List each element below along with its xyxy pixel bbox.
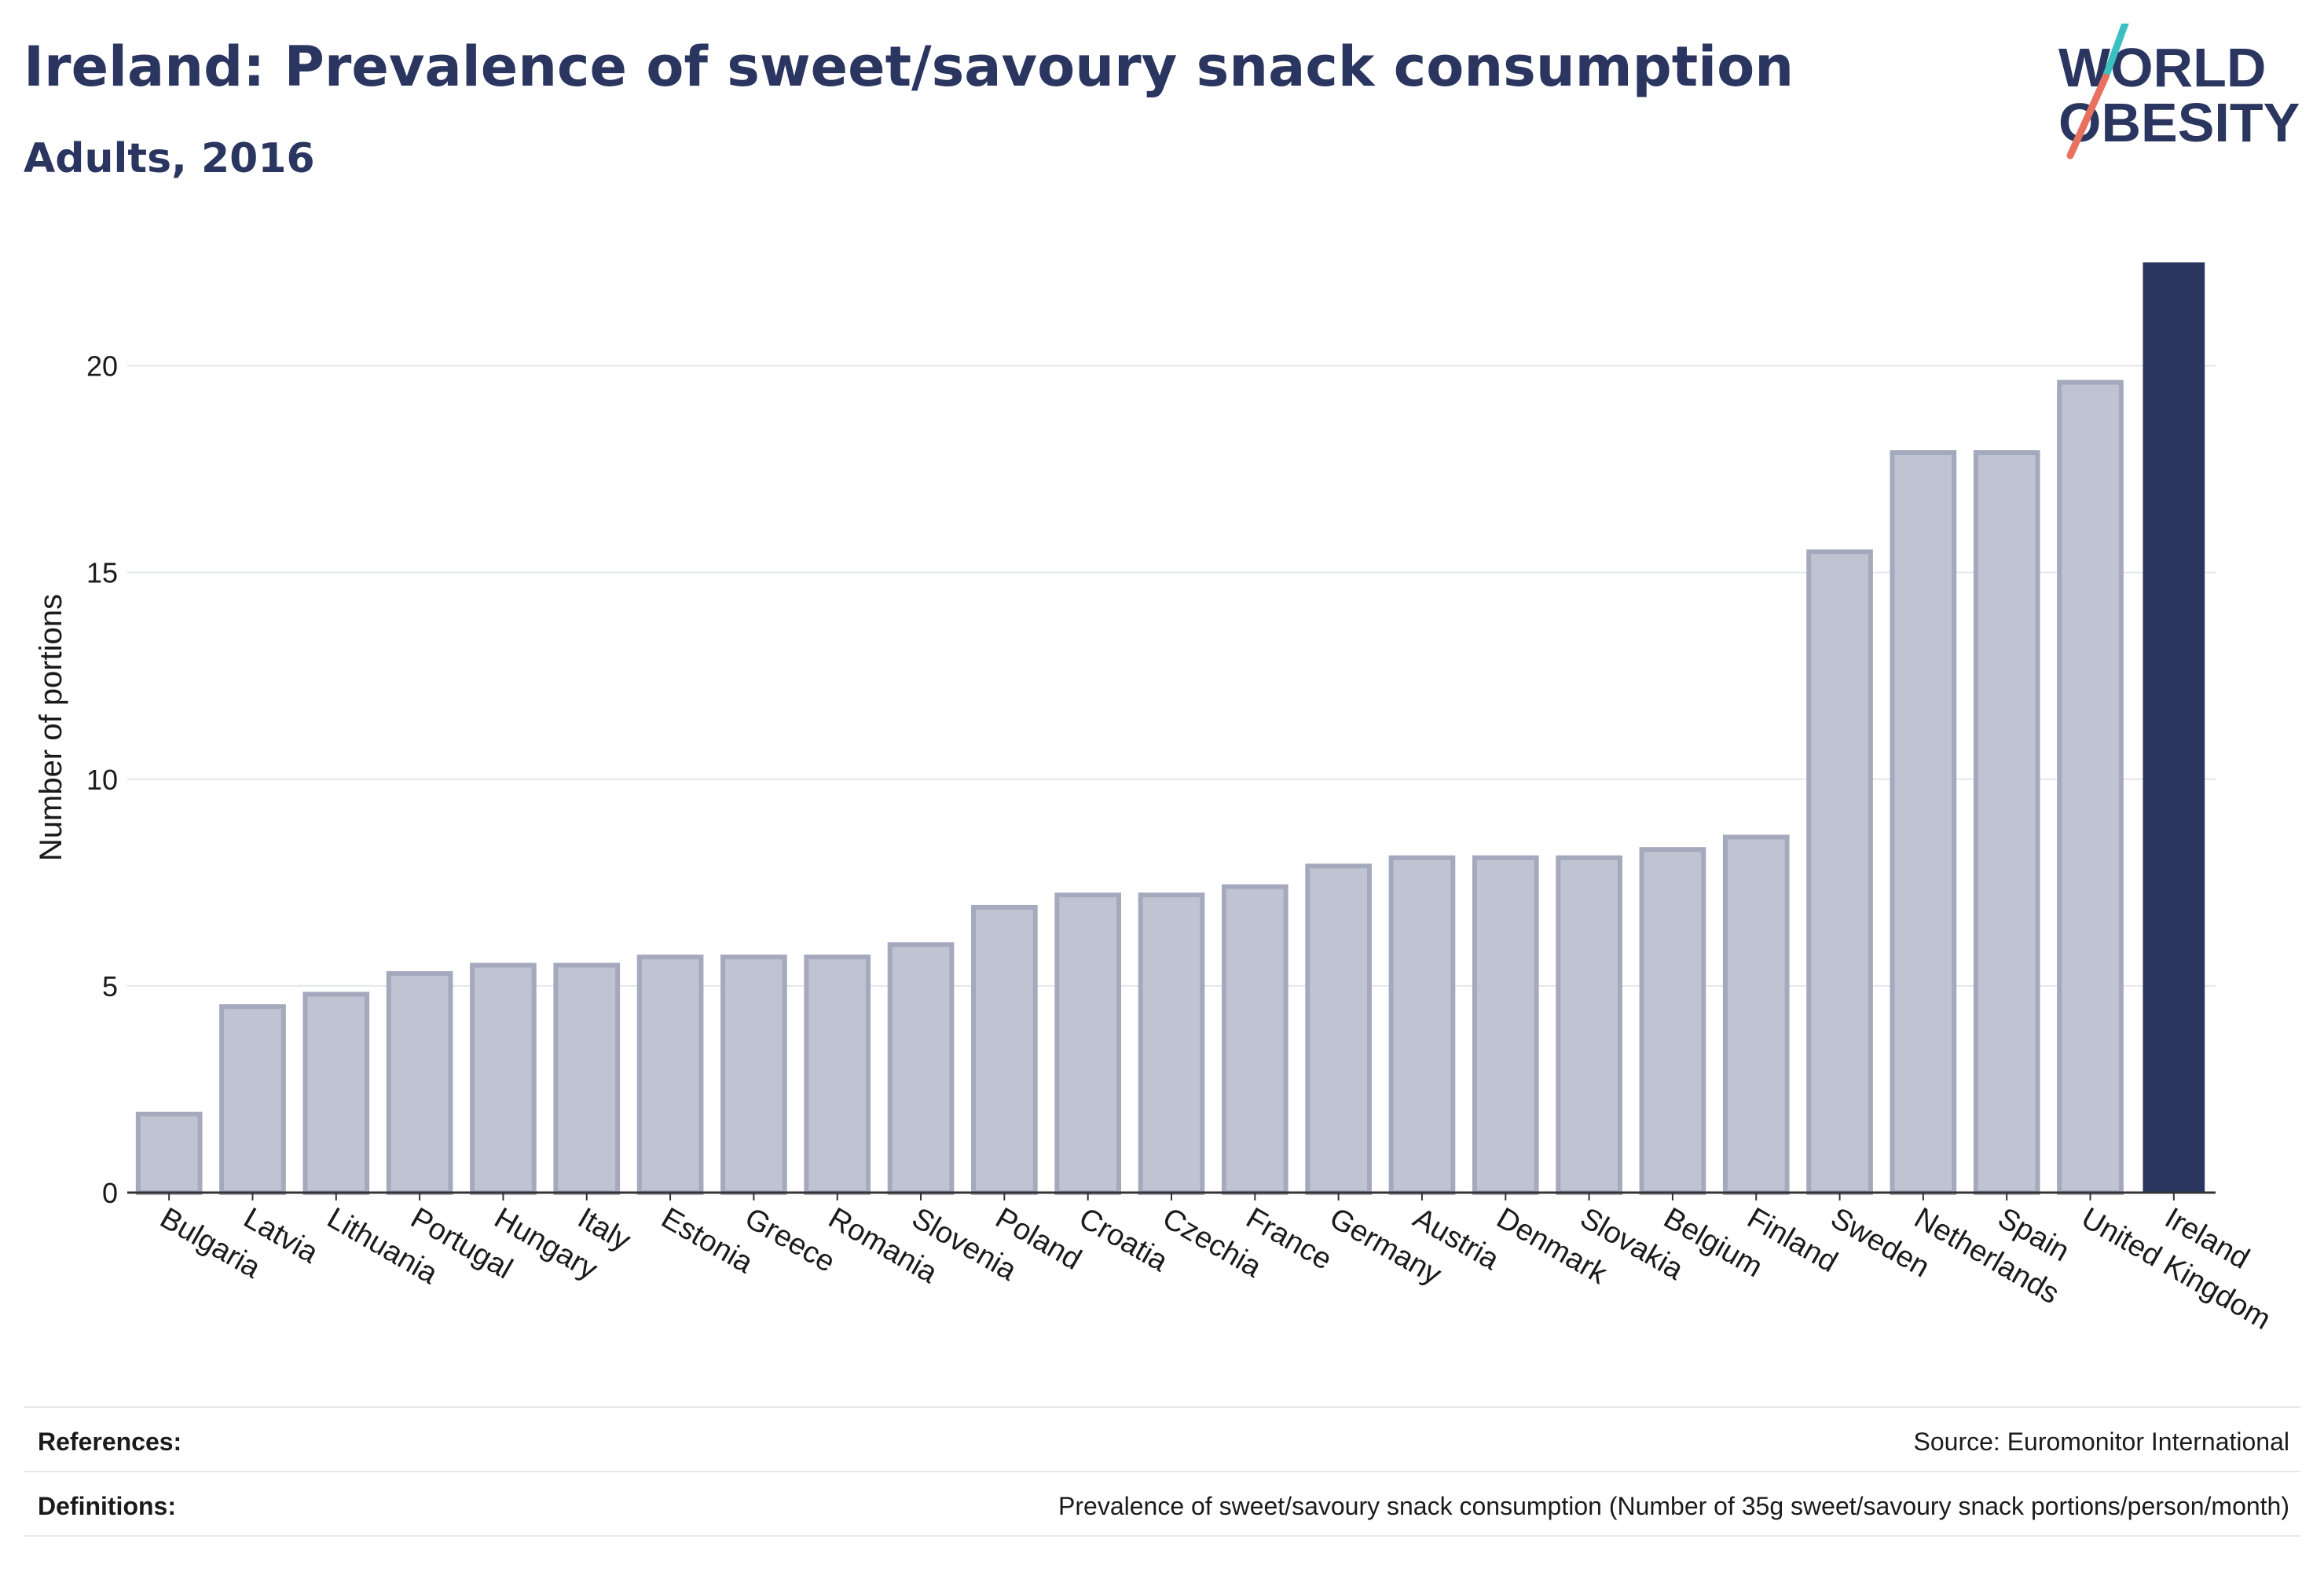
bar-croatia	[1054, 892, 1122, 1195]
bar-portugal	[386, 971, 453, 1195]
y-axis-title: Number of portions	[34, 594, 68, 861]
bar-lithuania	[302, 991, 370, 1195]
bar-bulgaria	[135, 1112, 203, 1196]
world-obesity-logo: WORLD OBESITY	[2058, 24, 2300, 159]
bar-poland	[971, 904, 1038, 1195]
bar-belgium	[1639, 847, 1706, 1196]
y-tick-label: 10	[86, 764, 118, 796]
bar-france	[1221, 884, 1288, 1196]
bar-estonia	[636, 955, 704, 1195]
bar-spain	[1973, 450, 2040, 1195]
y-tick-label: 15	[86, 557, 118, 589]
bar-hungary	[470, 962, 537, 1195]
y-tick-label: 5	[102, 970, 118, 1002]
references-row: References: Source: Euromonitor Internat…	[24, 1410, 2300, 1473]
references-label: References:	[38, 1428, 182, 1456]
bar-finland	[1722, 834, 1790, 1195]
chart-subtitle: Adults, 2016	[24, 135, 315, 182]
bar-denmark	[1472, 855, 1539, 1195]
bar-czechia	[1138, 892, 1205, 1195]
chart-title: Ireland: Prevalence of sweet/savoury sna…	[24, 35, 1794, 99]
footer-divider-middle	[24, 1471, 2300, 1472]
bar-slovenia	[887, 942, 955, 1196]
logo-text-world: WORLD	[2058, 37, 2266, 98]
definitions-value: Prevalence of sweet/savoury snack consum…	[1058, 1492, 2289, 1520]
x-tick-label: Greece	[739, 1201, 841, 1279]
bar-ireland	[2143, 262, 2205, 1193]
bar-latvia	[219, 1004, 286, 1195]
logo-slash-coral	[2066, 73, 2110, 159]
logo-slash-teal	[2102, 24, 2129, 81]
bar-slovakia	[1556, 855, 1622, 1195]
x-tick-label: Estonia	[656, 1201, 760, 1280]
definitions-label: Definitions:	[38, 1492, 176, 1520]
bar-germany	[1305, 863, 1372, 1195]
bar-romania	[804, 955, 871, 1195]
bar-netherlands	[1890, 450, 1957, 1195]
definitions-row: Definitions: Prevalence of sweet/savoury…	[24, 1475, 2300, 1538]
footer-divider-bottom	[24, 1535, 2300, 1537]
footer-divider-top	[24, 1406, 2300, 1408]
x-tick-label: Croatia	[1073, 1201, 1174, 1278]
logo-text-obesity: OBESITY	[2058, 92, 2300, 153]
y-tick-label: 20	[86, 350, 118, 383]
bar-united-kingdom	[2057, 379, 2124, 1195]
bar-sweden	[1806, 549, 1873, 1195]
bar-austria	[1388, 855, 1456, 1195]
y-tick-label: 0	[102, 1177, 118, 1209]
bar-greece	[720, 955, 787, 1195]
references-value: Source: Euromonitor International	[1913, 1428, 2289, 1456]
bar-italy	[553, 962, 621, 1195]
